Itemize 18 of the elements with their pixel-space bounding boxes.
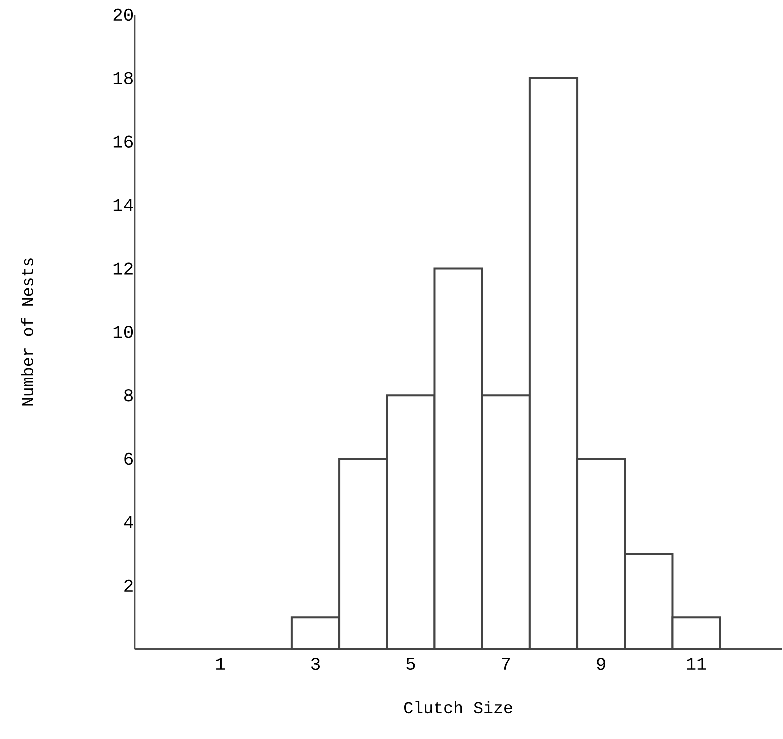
y-tick-label: 8 <box>124 389 133 402</box>
y-tick-label: 14 <box>114 199 134 212</box>
x-tick-label: 5 <box>406 658 416 670</box>
x-tick-label: 9 <box>597 658 606 670</box>
y-tick-label: 4 <box>124 516 134 528</box>
y-tick-label: 6 <box>124 452 133 465</box>
x-tick-label: 1 <box>216 658 226 670</box>
y-tick-label: 10 <box>114 326 134 338</box>
x-tick-label: 7 <box>502 658 510 670</box>
y-axis-title: Number of Nests <box>21 258 34 406</box>
y-tick-label: 20 <box>114 8 134 21</box>
x-tick-label: 3 <box>311 658 320 670</box>
y-tick-label: 18 <box>114 72 133 84</box>
x-axis-title: Clutch Size <box>404 701 512 714</box>
y-tick-label: 12 <box>114 262 133 275</box>
y-tick-label: 2 <box>124 580 133 592</box>
y-tick-label: 16 <box>114 136 133 148</box>
x-tick-label: 11 <box>687 658 706 670</box>
